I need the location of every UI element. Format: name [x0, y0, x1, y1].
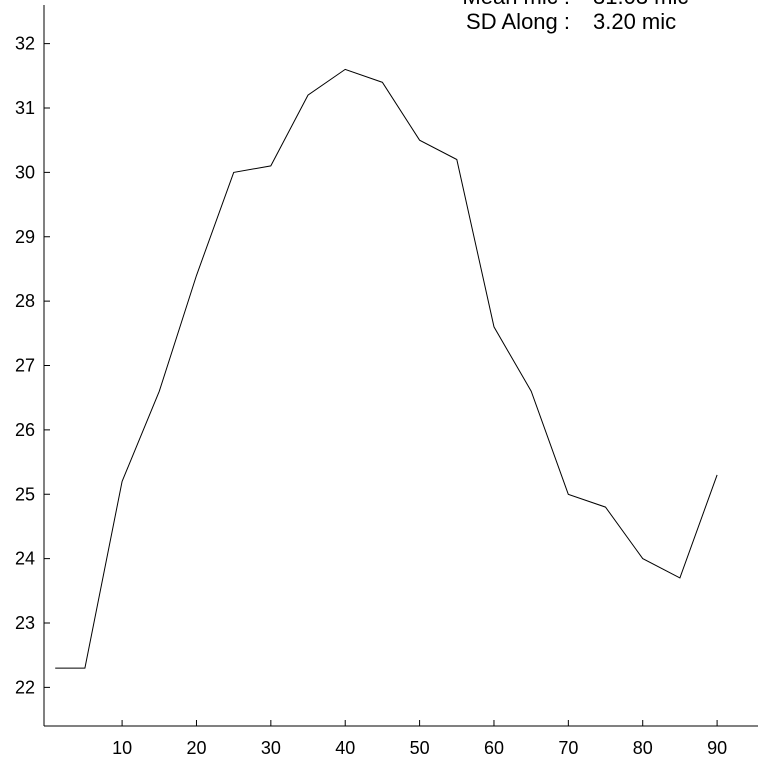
annotation-label-0: Mean mic : [462, 0, 570, 9]
x-tick-label: 70 [558, 738, 578, 758]
series [55, 68, 718, 669]
y-tick-label: 26 [15, 420, 35, 440]
y-tick-label: 22 [15, 677, 35, 697]
x-tick-label: 40 [335, 738, 355, 758]
y-tick-label: 31 [15, 98, 35, 118]
x-tick-label: 20 [186, 738, 206, 758]
series-line [55, 68, 718, 669]
y-tick-label: 28 [15, 291, 35, 311]
annotation-label-1: SD Along : [466, 9, 570, 34]
y-tick-label: 25 [15, 484, 35, 504]
x-tick-label: 60 [484, 738, 504, 758]
x-tick-label: 30 [261, 738, 281, 758]
y-tick-label: 23 [15, 613, 35, 633]
y-tick-label: 24 [15, 549, 35, 569]
y-tick-label: 27 [15, 356, 35, 376]
y-tick-label: 32 [15, 34, 35, 54]
ticks: 22 23 24 25 26 27 28 29 30 31 32 10 20 30 40 50 60 70 80 90 [15, 34, 727, 758]
x-tick-label: 50 [410, 738, 430, 758]
y-tick-label: 29 [15, 227, 35, 247]
x-tick-label: 90 [707, 738, 727, 758]
stats-annotation: Mean mic : 31.03 mic SD Along : 3.20 mic [462, 0, 688, 34]
x-tick-label: 80 [633, 738, 653, 758]
annotation-value-1: 3.20 mic [593, 9, 676, 34]
y-tick-label: 30 [15, 162, 35, 182]
x-tick-label: 10 [112, 738, 132, 758]
annotation-value-0: 31.03 mic [593, 0, 688, 9]
axes [43, 5, 758, 727]
